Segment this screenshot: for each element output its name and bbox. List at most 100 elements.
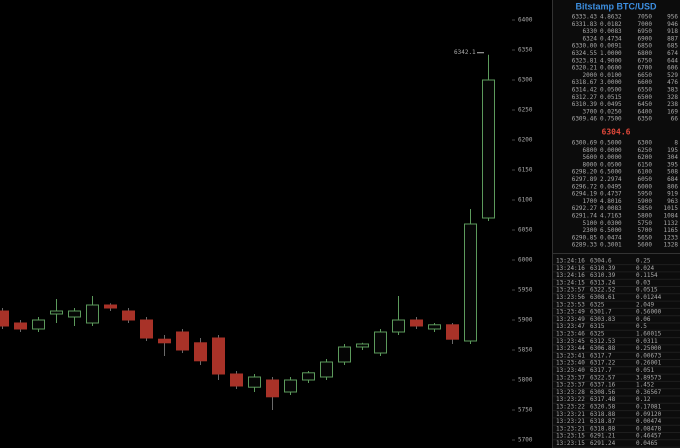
book-cell: 918 <box>667 28 678 35</box>
book-cell: 0.3001 <box>600 242 622 249</box>
book-cell: 1.0000 <box>600 50 622 57</box>
book-cell: 6318.67 <box>572 79 598 86</box>
book-cell: 0.0083 <box>600 28 622 35</box>
trade-time: 13:23:57 <box>556 287 585 294</box>
book-cell: 6333.43 <box>572 14 598 21</box>
trade-amount: 0.01244 <box>636 294 662 301</box>
book-cell: 6292.27 <box>572 205 598 212</box>
trade-price: 6291.21 <box>590 433 616 440</box>
trade-amount: 0.06 <box>636 316 651 323</box>
trade-time: 13:23:46 <box>556 331 585 338</box>
book-cell: 0.0000 <box>600 147 622 154</box>
trade-price: 6318.88 <box>590 425 616 432</box>
trade-amount: 0.051 <box>636 367 654 374</box>
trade-amount: 0.56000 <box>636 309 662 316</box>
book-cell: 5600 <box>638 242 653 249</box>
y-tick-label: 6050 <box>518 227 533 234</box>
trade-time: 13:24:15 <box>556 279 585 286</box>
book-cell: 6298.20 <box>572 169 598 176</box>
trade-time: 13:23:49 <box>556 309 585 316</box>
book-cell: 946 <box>667 21 678 28</box>
candle-body <box>266 379 279 398</box>
candle-body <box>230 373 243 387</box>
book-cell: 6324 <box>583 35 598 42</box>
trade-time: 13:23:15 <box>556 433 585 440</box>
trade-amount: 0.0311 <box>636 338 658 345</box>
y-tick-label: 5900 <box>518 317 533 324</box>
book-cell: 6309.46 <box>572 116 598 123</box>
side-panel <box>552 0 680 448</box>
book-cell: 476 <box>667 79 678 86</box>
book-cell: 956 <box>667 14 678 21</box>
book-cell: 1165 <box>664 227 679 234</box>
book-cell: 6323.81 <box>572 57 598 64</box>
book-cell: 0.0182 <box>600 21 622 28</box>
trade-amount: 0.12 <box>636 396 651 403</box>
y-tick-label: 6150 <box>518 167 533 174</box>
y-tick-label: 6200 <box>518 137 533 144</box>
candle-body <box>14 322 27 330</box>
book-cell: 1233 <box>664 234 679 241</box>
book-cell: 1132 <box>664 220 679 227</box>
trade-time: 13:23:21 <box>556 411 585 418</box>
book-cell: 6800 <box>638 50 653 57</box>
candle-body <box>356 343 369 348</box>
trade-amount: 1.60015 <box>636 331 662 338</box>
book-cell: 4.9000 <box>600 57 622 64</box>
trade-amount: 0.25000 <box>636 345 662 352</box>
book-cell: 6550 <box>638 87 653 94</box>
book-cell: 887 <box>667 35 678 42</box>
book-cell: 0.0083 <box>600 205 622 212</box>
book-cell: 4.7163 <box>600 213 622 220</box>
y-tick-label: 5850 <box>518 347 533 354</box>
candle-body <box>140 319 153 339</box>
book-cell: 238 <box>667 101 678 108</box>
book-cell: 2.2974 <box>600 176 622 183</box>
y-tick-label: 6000 <box>518 257 533 264</box>
trade-price: 6322.52 <box>590 287 616 294</box>
trade-time: 13:23:37 <box>556 382 585 389</box>
trade-time: 13:24:16 <box>556 265 585 272</box>
book-cell: 1015 <box>664 205 679 212</box>
candle-body <box>158 338 171 344</box>
book-cell: 6000 <box>638 183 653 190</box>
y-tick-label: 5950 <box>518 287 533 294</box>
trade-time: 13:23:40 <box>556 360 585 367</box>
trade-price: 6310.39 <box>590 265 616 272</box>
book-cell: 6320.21 <box>572 65 598 72</box>
book-cell: 5600 <box>583 154 598 161</box>
trade-amount: 0.36567 <box>636 389 662 396</box>
trade-price: 6317.48 <box>590 396 616 403</box>
trade-time: 13:23:21 <box>556 418 585 425</box>
book-cell: 6400 <box>638 108 653 115</box>
trade-time: 13:24:16 <box>556 272 585 279</box>
book-cell: 0.0250 <box>600 108 622 115</box>
trade-time: 13:23:47 <box>556 323 585 330</box>
book-cell: 5800 <box>638 213 653 220</box>
trade-amount: 0.00474 <box>636 418 662 425</box>
book-cell: 684 <box>667 176 678 183</box>
trade-time: 13:23:44 <box>556 345 585 352</box>
trade-amount: 0.08478 <box>636 425 662 432</box>
trade-amount: 0.25 <box>636 258 651 265</box>
candle-body <box>176 331 189 351</box>
book-cell: 6294.19 <box>572 191 598 198</box>
book-cell: 0.0091 <box>600 43 622 50</box>
book-cell: 383 <box>667 87 678 94</box>
book-cell: 6324.55 <box>572 50 598 57</box>
trade-amount: 0.024 <box>636 265 654 272</box>
candle-body <box>0 310 9 327</box>
annotation: 6342.1 <box>454 49 476 56</box>
trade-amount: 0.5 <box>636 323 647 330</box>
trade-amount: 0.03 <box>636 279 651 286</box>
candle-body <box>122 310 135 321</box>
y-tick-label: 5800 <box>518 377 533 384</box>
trade-price: 6308.56 <box>590 389 616 396</box>
book-cell: 0.7500 <box>600 116 622 123</box>
book-cell: 66 <box>671 116 679 123</box>
book-cell: 644 <box>667 57 678 64</box>
trade-price: 6318.87 <box>590 418 616 425</box>
book-cell: 6291.74 <box>572 213 598 220</box>
book-cell: 6330.00 <box>572 43 598 50</box>
